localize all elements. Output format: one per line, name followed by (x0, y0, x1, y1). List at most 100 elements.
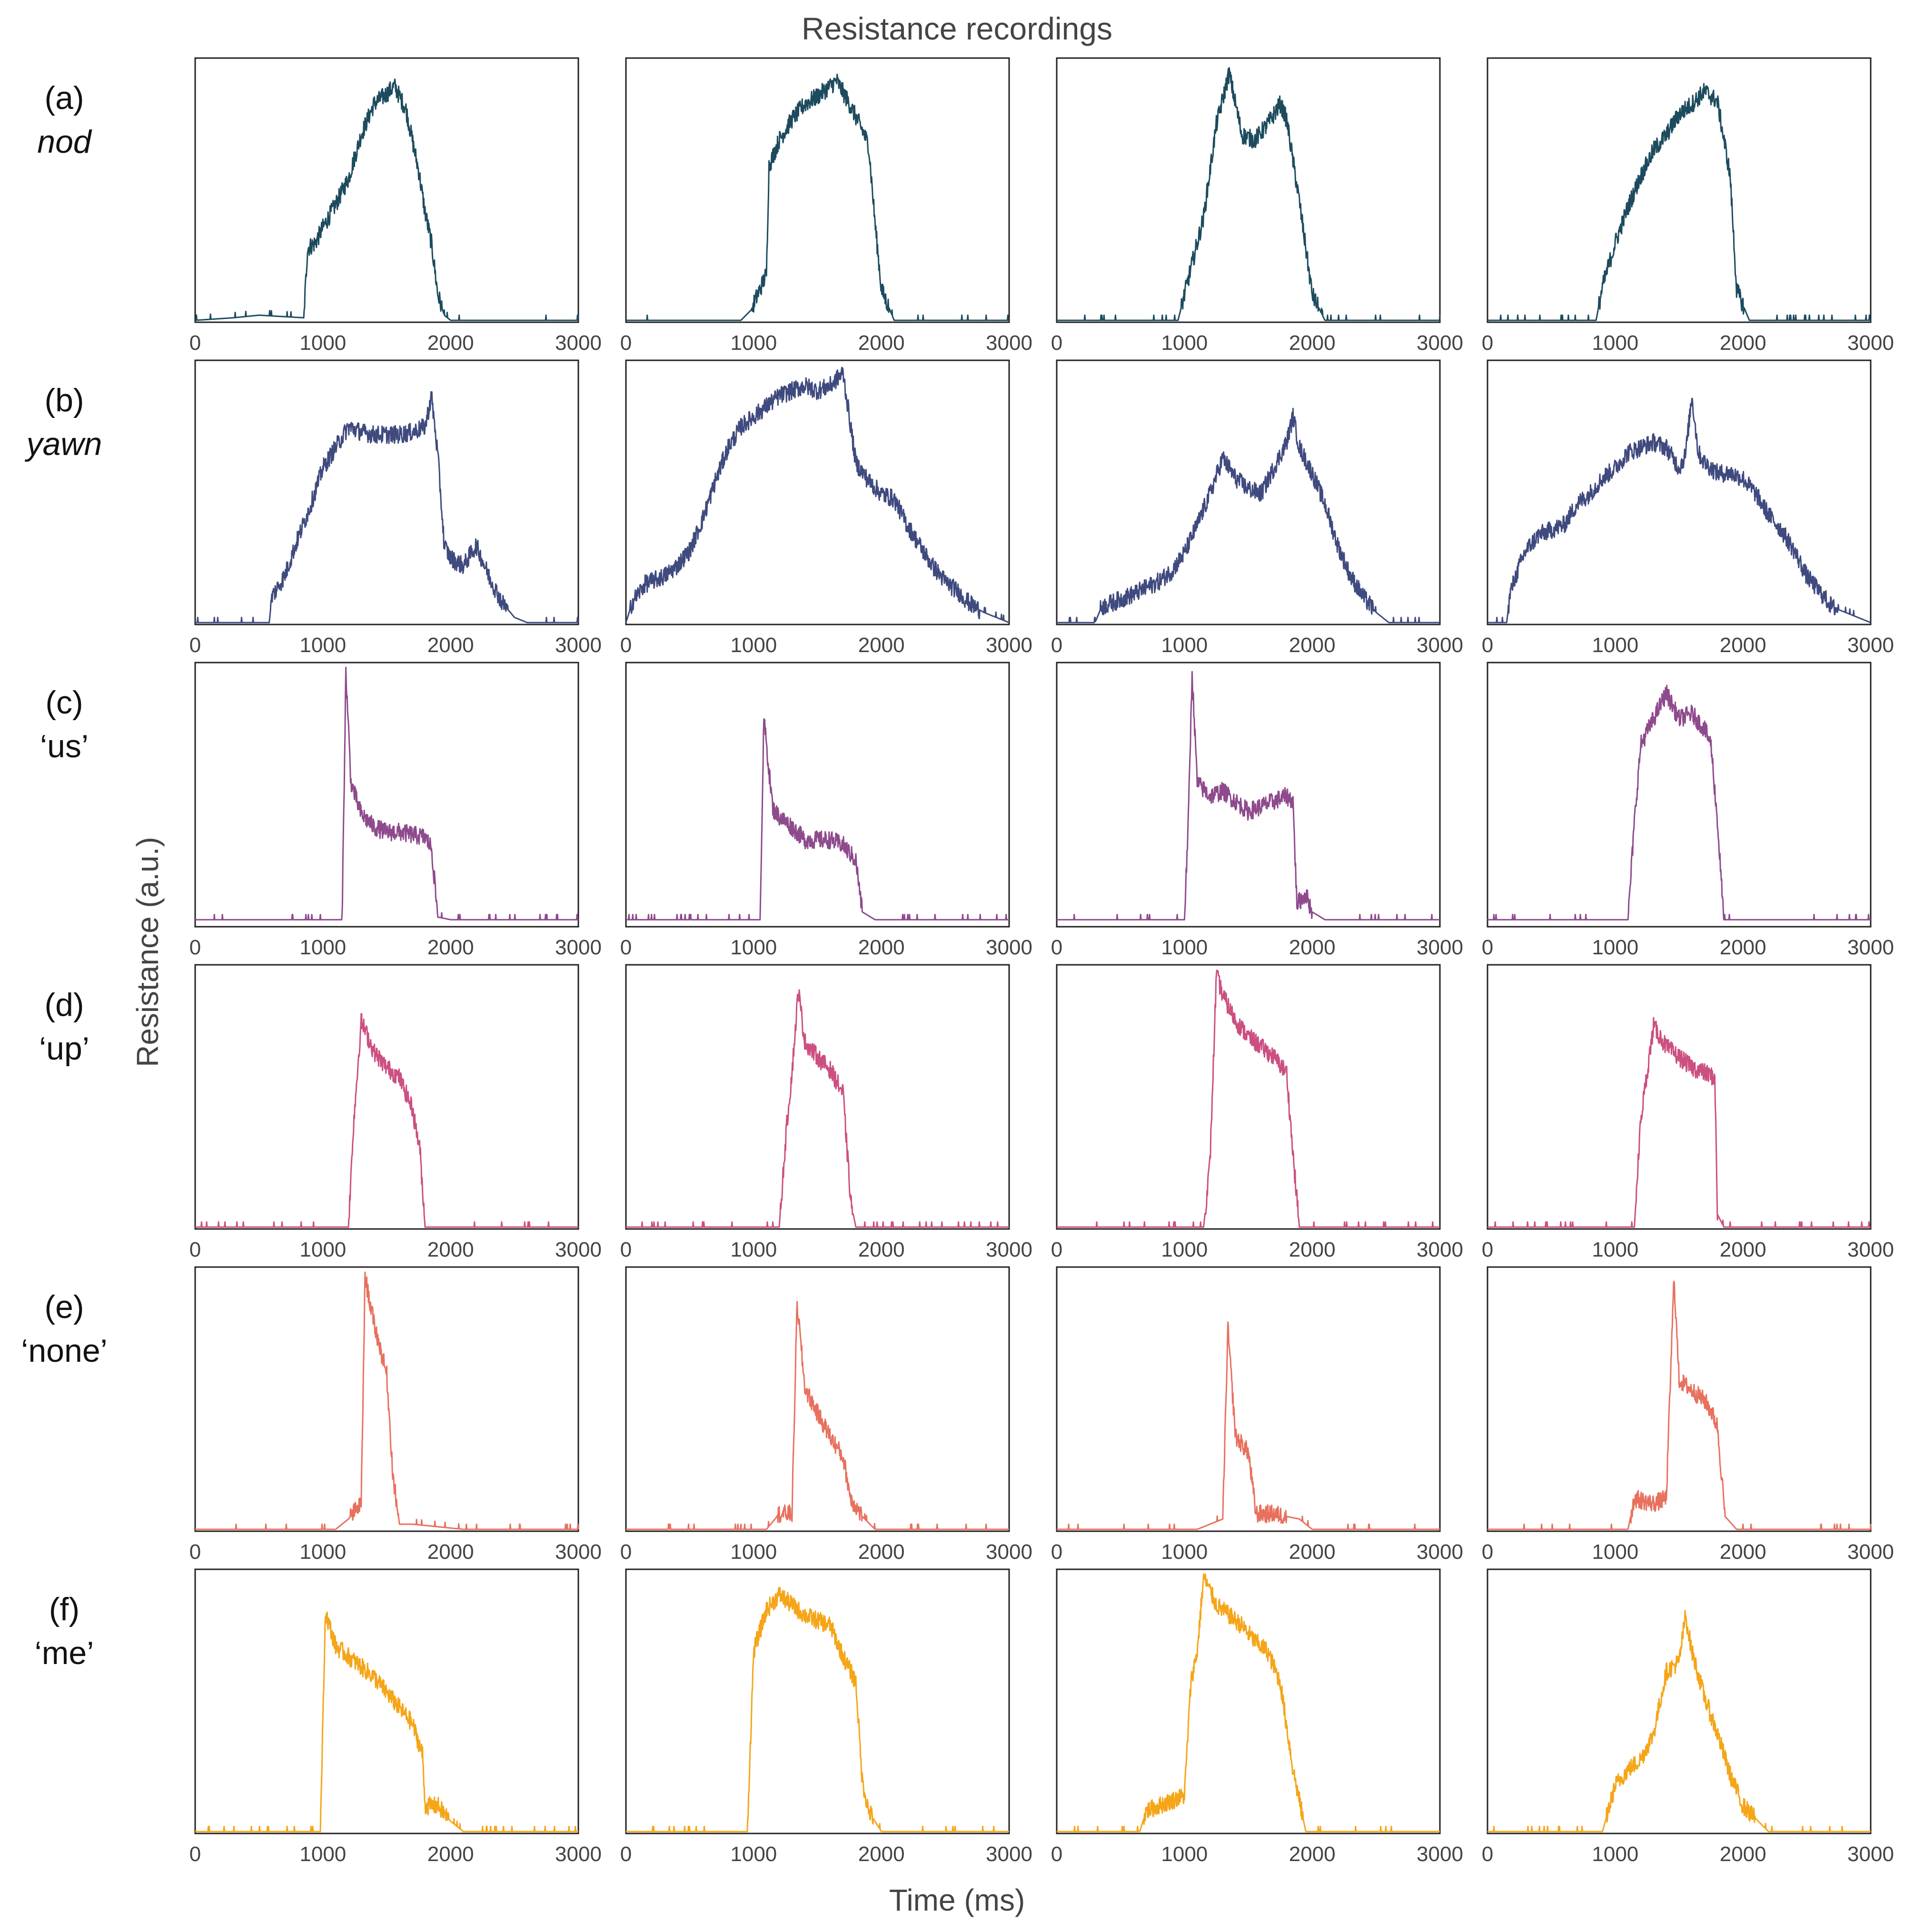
row-name: ‘up’ (39, 1030, 89, 1067)
row-label-f: (f) ‘me’ (0, 1587, 129, 1675)
x-tick-label: 0 (189, 1843, 201, 1866)
x-tick-label: 3000 (1847, 1540, 1894, 1564)
x-tick-label: 0 (620, 1843, 632, 1866)
x-tick-label: 1000 (1592, 1238, 1638, 1261)
x-tick-label: 0 (189, 331, 201, 355)
subplot-1-1: 0 1000 2000 3000 (189, 57, 602, 355)
row-letter: (a) (44, 80, 84, 116)
x-tick-label: 0 (189, 634, 201, 657)
series-line (1487, 397, 1871, 624)
subplot-2-3: 0 1000 2000 3000 (1051, 359, 1463, 657)
x-tick-label: 1000 (1592, 936, 1638, 959)
axes-frame (194, 662, 579, 928)
x-tick-label: 0 (1482, 936, 1493, 959)
x-tick-label: 2000 (1289, 936, 1336, 959)
x-tick-label: 1000 (1161, 936, 1208, 959)
x-tick-label: 2000 (858, 331, 905, 355)
x-tick-label: 3000 (1847, 634, 1894, 657)
x-tick-label: 0 (620, 331, 632, 355)
series-line (625, 73, 1010, 321)
series-line (195, 78, 579, 321)
x-tick-label: 1000 (1161, 634, 1208, 657)
x-tick-label: 3000 (986, 634, 1032, 657)
row-label-b: (b) yawn (0, 378, 129, 466)
x-tick-label: 0 (1051, 1540, 1062, 1564)
series-line (195, 1013, 579, 1228)
subplot-6-2: 0 1000 2000 3000 (620, 1568, 1032, 1866)
x-tick-label: 3000 (1847, 331, 1894, 355)
x-tick-label: 0 (1051, 331, 1062, 355)
axes-frame (625, 359, 1010, 625)
x-tick-label: 2000 (858, 1540, 905, 1564)
x-tick-label: 3000 (1847, 1238, 1894, 1261)
axes-frame (1487, 57, 1872, 323)
row-name: nod (37, 124, 91, 160)
x-tick-label: 3000 (986, 331, 1032, 355)
subplot-1-4: 0 1000 2000 3000 (1482, 57, 1894, 355)
series-line (1487, 1610, 1871, 1833)
series-line (1487, 83, 1871, 321)
x-tick-label: 2000 (427, 331, 474, 355)
x-tick-label: 1000 (299, 1843, 346, 1866)
subplot-4-4: 0 1000 2000 3000 (1482, 964, 1894, 1261)
row-letter: (f) (49, 1591, 80, 1627)
axes-frame (1487, 1266, 1872, 1532)
row-label-a: (a) nod (0, 76, 129, 164)
row-label-d: (d) ‘up’ (0, 983, 129, 1070)
subplot-6-3: 0 1000 2000 3000 (1051, 1568, 1463, 1866)
x-tick-label: 0 (189, 1540, 201, 1564)
subplot-4-2: 0 1000 2000 3000 (620, 964, 1032, 1261)
row-letter: (d) (44, 987, 84, 1023)
x-axis-label: Time (ms) (889, 1883, 1025, 1917)
axes-frame (1487, 964, 1872, 1230)
x-tick-label: 2000 (858, 634, 905, 657)
row-name: ‘me’ (34, 1635, 94, 1671)
x-tick-label: 0 (620, 634, 632, 657)
row-name: ‘us’ (40, 728, 89, 764)
x-tick-label: 1000 (1592, 1540, 1638, 1564)
subplot-2-1: 0 1000 2000 3000 (189, 359, 602, 657)
x-tick-label: 0 (1482, 634, 1493, 657)
series-line (625, 718, 1010, 921)
series-line (1487, 684, 1871, 921)
axes-frame (1056, 662, 1441, 928)
axes-frame (194, 1568, 579, 1834)
axes-frame (625, 1568, 1010, 1834)
x-tick-label: 3000 (986, 936, 1032, 959)
axes-frame (194, 964, 579, 1230)
row-label-c: (c) ‘us’ (0, 681, 129, 768)
x-tick-label: 0 (1051, 1238, 1062, 1261)
x-tick-label: 1000 (299, 331, 346, 355)
x-tick-label: 3000 (555, 331, 602, 355)
axes-frame (1487, 359, 1872, 625)
x-tick-label: 1000 (730, 634, 777, 657)
x-tick-label: 0 (1482, 1238, 1493, 1261)
x-tick-label: 3000 (1417, 936, 1463, 959)
axes-frame (194, 359, 579, 625)
x-tick-label: 3000 (555, 634, 602, 657)
series-line (1056, 407, 1440, 624)
x-tick-label: 3000 (1847, 1843, 1894, 1866)
x-tick-label: 2000 (1289, 1843, 1336, 1866)
series-line (195, 666, 579, 921)
axes-frame (1056, 964, 1441, 1230)
x-tick-label: 2000 (1720, 331, 1766, 355)
x-tick-label: 3000 (1417, 331, 1463, 355)
x-tick-label: 2000 (1720, 1540, 1766, 1564)
x-tick-label: 0 (620, 1238, 632, 1261)
x-tick-label: 2000 (1720, 634, 1766, 657)
axes-frame (1056, 1568, 1441, 1834)
x-tick-label: 2000 (858, 936, 905, 959)
row-name: ‘none’ (21, 1333, 108, 1369)
subplot-5-4: 0 1000 2000 3000 (1482, 1266, 1894, 1564)
x-tick-label: 0 (1051, 1843, 1062, 1866)
axes-frame (194, 1266, 579, 1532)
subplot-2-2: 0 1000 2000 3000 (620, 359, 1032, 657)
axes-frame (1056, 57, 1441, 323)
series-line (1056, 67, 1441, 321)
series-line (1056, 970, 1440, 1228)
axes-frame (1056, 359, 1441, 625)
x-tick-label: 2000 (1720, 1238, 1766, 1261)
axes-frame (1056, 1266, 1441, 1532)
x-tick-label: 2000 (1289, 1238, 1336, 1261)
